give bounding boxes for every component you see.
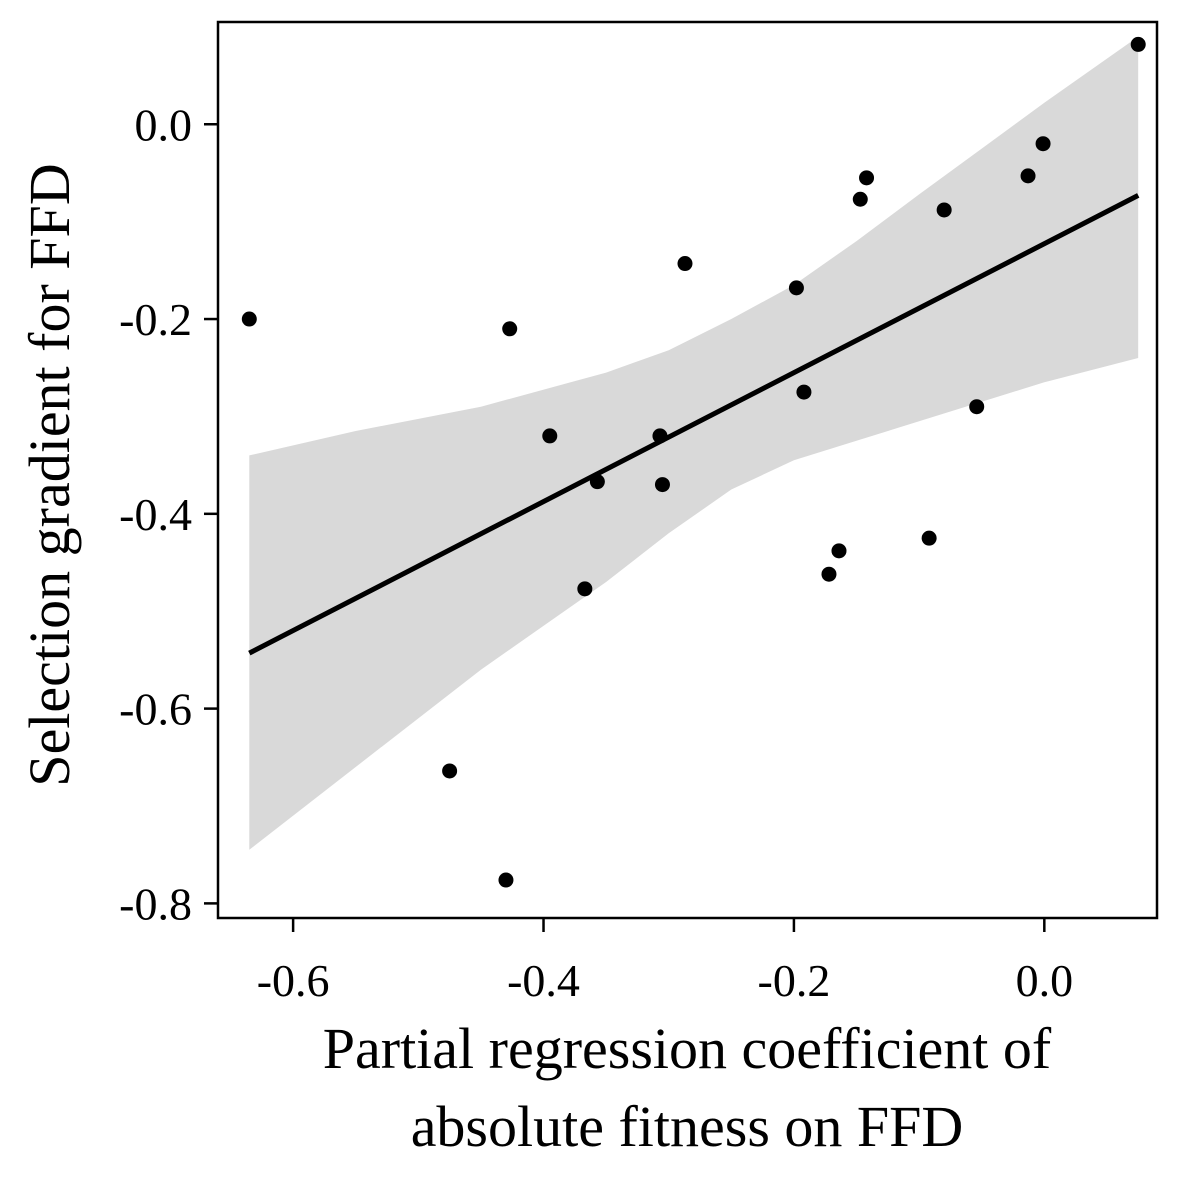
data-point-9 <box>654 477 670 493</box>
data-point-5 <box>542 428 558 444</box>
data-point-14 <box>831 543 847 559</box>
x-axis-ticks: -0.6 -0.4 -0.2 0.0 <box>257 918 1073 1006</box>
y-tick-label: -0.8 <box>119 878 192 929</box>
confidence-band <box>249 36 1139 850</box>
data-point-11 <box>788 280 804 296</box>
regression-line <box>248 193 1140 656</box>
data-point-12 <box>796 384 812 400</box>
data-point-6 <box>577 581 593 597</box>
x-tick-label: -0.4 <box>507 955 580 1006</box>
data-point-20 <box>1020 168 1036 184</box>
data-point-7 <box>589 474 605 490</box>
data-point-8 <box>652 428 668 444</box>
x-axis-label-line-2: absolute fitness on FFD <box>411 1094 964 1159</box>
plot-frame <box>216 20 1159 920</box>
data-points <box>241 36 1146 888</box>
data-point-2 <box>442 763 458 779</box>
x-tick-label: -0.2 <box>758 955 831 1006</box>
data-point-4 <box>502 321 518 337</box>
data-point-1 <box>241 311 257 327</box>
data-point-18 <box>936 202 952 218</box>
y-axis-ticks: 0.0 -0.2 -0.4 -0.6 -0.8 <box>119 99 218 929</box>
data-point-3 <box>498 872 514 888</box>
data-point-10 <box>677 256 693 272</box>
data-point-19 <box>969 399 985 415</box>
y-tick-label: 0.0 <box>135 99 193 150</box>
data-point-16 <box>859 170 875 186</box>
data-point-22 <box>1130 36 1146 52</box>
data-point-13 <box>821 566 837 582</box>
x-axis-label-line-1: Partial regression coefficient of <box>323 1016 1052 1081</box>
y-axis-label: Selection gradient for FFD <box>17 163 82 786</box>
y-tick-label: -0.2 <box>119 294 192 345</box>
x-tick-label: -0.6 <box>257 955 330 1006</box>
data-point-21 <box>1035 136 1051 152</box>
y-tick-label: -0.6 <box>119 684 192 735</box>
x-tick-label: 0.0 <box>1016 955 1074 1006</box>
data-point-17 <box>921 530 937 546</box>
y-tick-label: -0.4 <box>119 489 192 540</box>
data-point-15 <box>852 191 868 207</box>
